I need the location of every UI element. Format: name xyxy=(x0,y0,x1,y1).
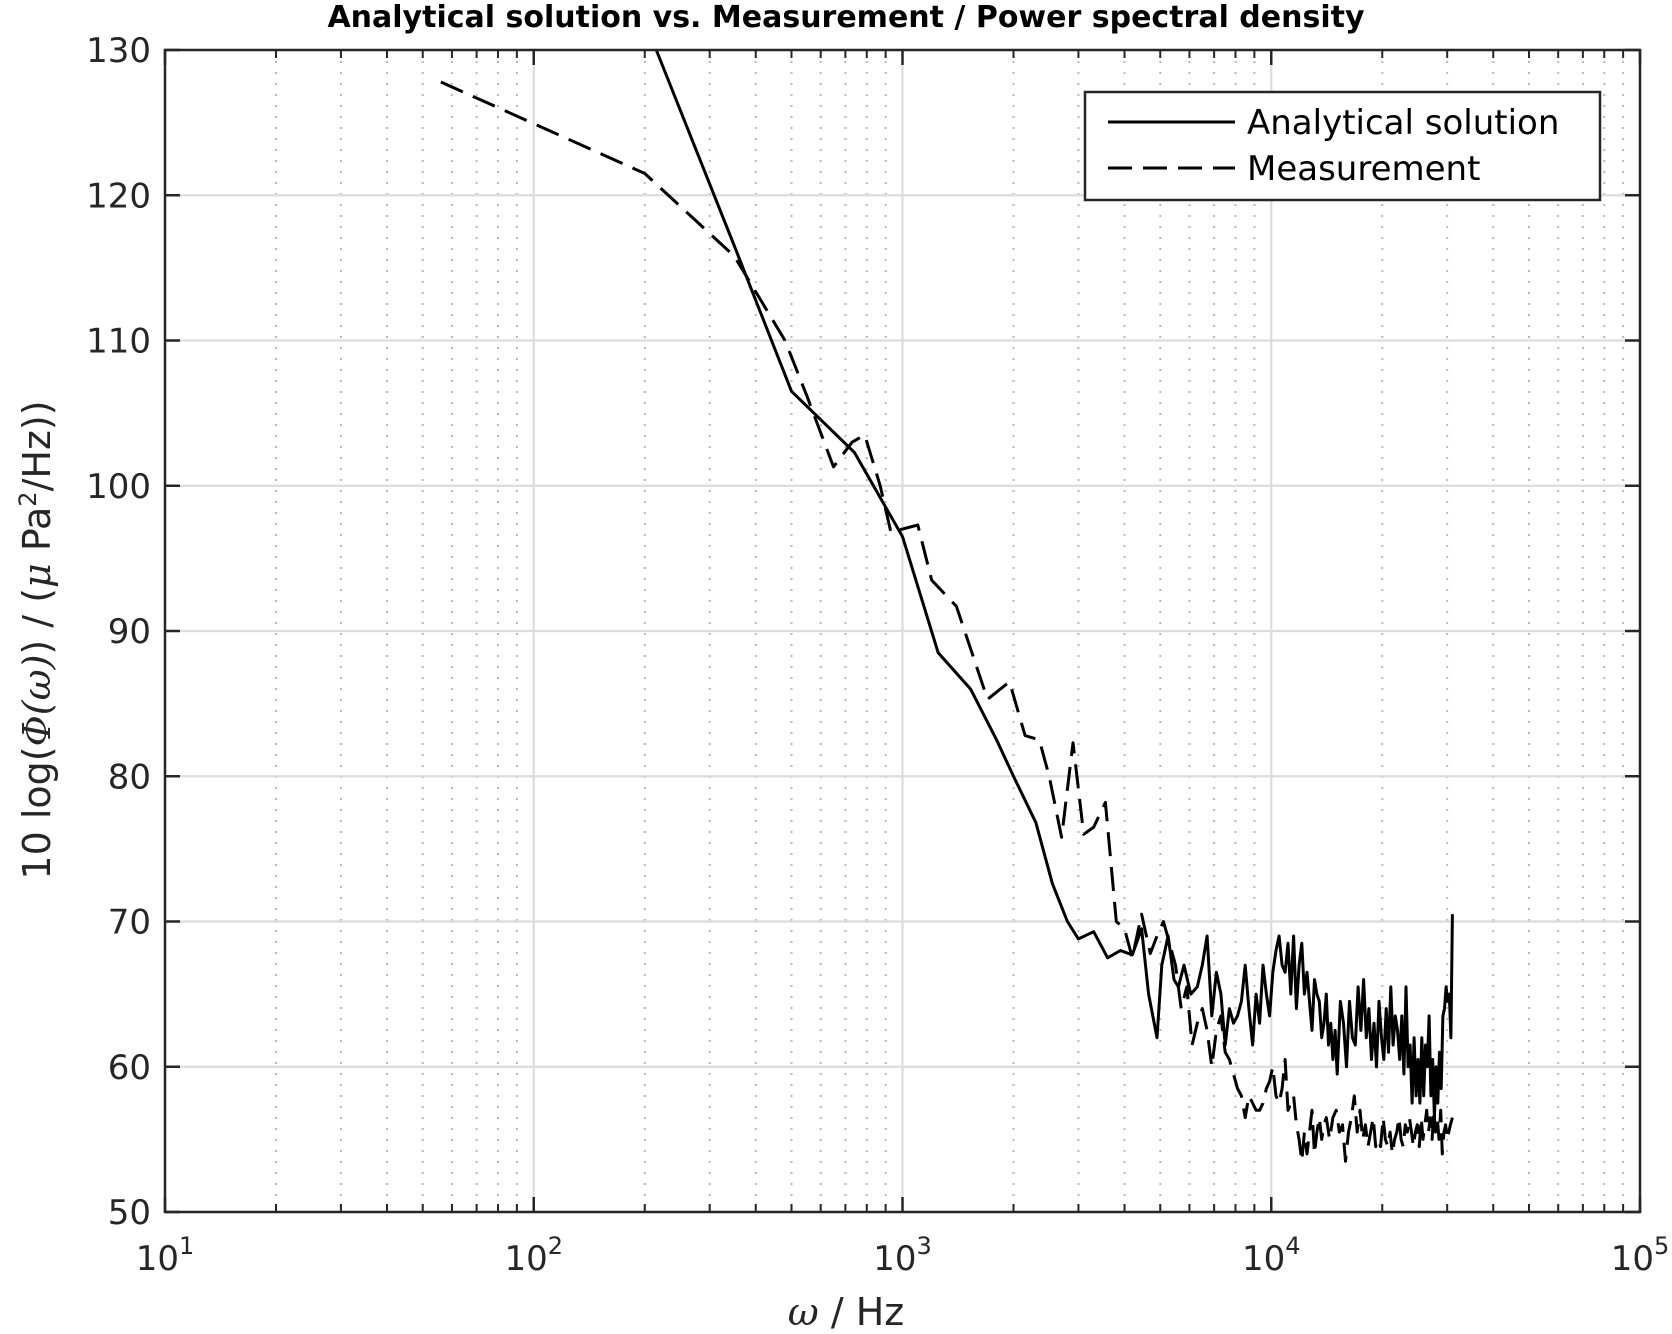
y-axis-mu: μ xyxy=(15,563,59,588)
x-tick-label: 104 xyxy=(1242,1232,1301,1279)
y-tick-label: 110 xyxy=(86,322,151,362)
y-axis-label: 10 log(Φ(ω)) / (μ Pa2/Hz)) xyxy=(14,400,59,879)
chart-title: Analytical solution vs. Measurement / Po… xyxy=(327,0,1365,35)
y-tick-label: 100 xyxy=(86,467,151,507)
x-tick-base: 10 xyxy=(1611,1239,1654,1279)
y-tick-label: 70 xyxy=(108,903,151,943)
x-tick-exponent: 1 xyxy=(179,1232,194,1260)
x-tick-base: 10 xyxy=(136,1239,179,1279)
y-tick-label: 120 xyxy=(86,176,151,216)
series-line-measurement xyxy=(440,80,1454,1163)
y-tick-label: 90 xyxy=(108,612,151,652)
x-tick-exponent: 5 xyxy=(1654,1232,1669,1260)
series-line-analytical-solution xyxy=(654,49,1454,1120)
x-tick-base: 10 xyxy=(873,1239,916,1279)
y-axis-exponent: 2 xyxy=(14,491,42,506)
x-tick-exponent: 2 xyxy=(548,1232,563,1260)
x-axis-unit: / Hz xyxy=(819,1290,904,1334)
x-axis-label: ω / Hz xyxy=(788,1290,904,1334)
y-axis-middle: ) / ( xyxy=(15,588,59,655)
x-tick-exponent: 3 xyxy=(916,1232,931,1260)
legend-label: Measurement xyxy=(1247,149,1480,189)
x-tick-base: 10 xyxy=(1242,1239,1285,1279)
x-tick-label: 105 xyxy=(1611,1232,1670,1279)
x-axis-symbol: ω xyxy=(788,1290,819,1334)
x-tick-base: 10 xyxy=(504,1239,547,1279)
x-tick-label: 102 xyxy=(504,1232,563,1279)
y-axis-symbol: Φ(ω) xyxy=(15,655,59,747)
y-tick-label: 80 xyxy=(108,757,151,797)
axes-layer xyxy=(163,48,1642,1214)
y-axis-unit-part2: /Hz)) xyxy=(15,400,59,491)
y-axis-unit-part1: Pa xyxy=(15,507,59,564)
legend-label: Analytical solution xyxy=(1247,103,1559,143)
y-tick-label: 130 xyxy=(86,31,151,71)
legend-box xyxy=(1083,90,1602,202)
legend: Analytical solution Measurement xyxy=(1083,90,1602,202)
y-tick-label: 50 xyxy=(108,1193,151,1233)
y-axis-prefix: 10 log( xyxy=(15,746,59,879)
series-layer xyxy=(440,49,1454,1163)
y-tick-label: 60 xyxy=(108,1048,151,1088)
x-tick-label: 103 xyxy=(873,1232,932,1279)
x-tick-label: 101 xyxy=(136,1232,195,1279)
x-tick-exponent: 4 xyxy=(1285,1232,1300,1260)
